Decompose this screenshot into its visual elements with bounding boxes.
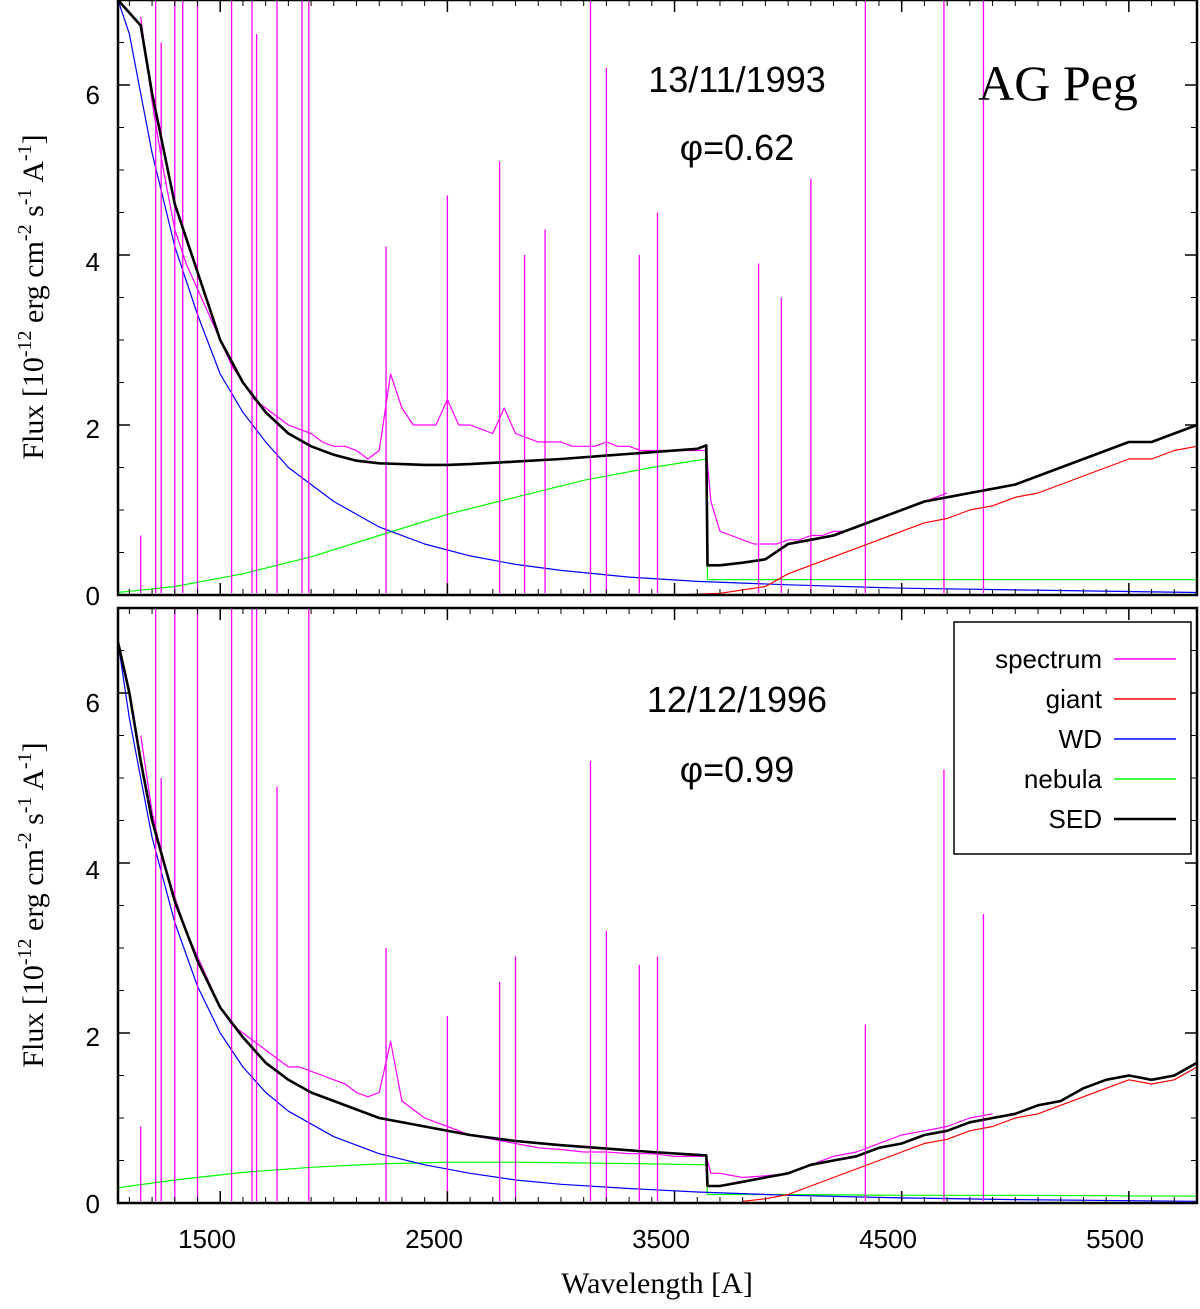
legend-label-nebula: nebula	[1024, 764, 1103, 794]
bottom-series-sed	[116, 641, 1198, 1188]
xtick-label-3500: 3500	[632, 1224, 690, 1254]
bottom-series-group	[116, 608, 1198, 1202]
top-ylabel-exp: -1	[14, 189, 36, 206]
x-axis-title: Wavelength [A]	[561, 1267, 753, 1300]
top-ylabel-part: erg cm	[17, 241, 50, 330]
top-ylabel-part: ]	[17, 134, 50, 144]
bottom-ylabel-exp: -2	[14, 832, 36, 849]
bottom-phase-annotation: φ=0.99	[680, 749, 794, 790]
xtick-label-4500: 4500	[859, 1224, 917, 1254]
legend-label-spectrum: spectrum	[995, 644, 1102, 674]
bottom-ylabel-exp: -1	[14, 752, 36, 769]
legend-label-wd: WD	[1059, 724, 1102, 754]
bottom-ytick-label-6: 6	[86, 688, 100, 718]
bottom-ylabel-part: A	[17, 769, 50, 797]
legend: spectrum giant WD nebula SED	[953, 621, 1192, 855]
panel-bottom: 6 4 2 0 1500 2500 3500 4500 5500 Wavelen…	[14, 606, 1199, 1300]
bottom-series-giant	[742, 1066, 1198, 1202]
bottom-ylabel: Flux [10-12 erg cm-2 s-1 A-1]	[14, 742, 50, 1067]
bottom-ylabel-part: s	[17, 813, 50, 832]
bottom-date-annotation: 12/12/1996	[647, 679, 827, 720]
top-phase-annotation: φ=0.62	[680, 127, 794, 168]
panel-top: 6 4 2 0 13/11/1993 φ=0.62 AG Peg Flux [1…	[14, 0, 1199, 611]
top-date-annotation: 13/11/1993	[648, 59, 826, 100]
xtick-label-2500: 2500	[405, 1224, 463, 1254]
bottom-ylabel-exp: -1	[14, 797, 36, 814]
top-ylabel-part: Flux [10	[17, 357, 50, 460]
top-plot-frame	[116, 0, 1199, 597]
top-ytick-label-6: 6	[86, 80, 100, 110]
bottom-series-nebula	[117, 1161, 1198, 1197]
top-series-wd	[117, 0, 1198, 594]
top-series-group	[117, 0, 1198, 596]
top-ytick-label-4: 4	[86, 247, 100, 277]
legend-label-giant: giant	[1046, 684, 1103, 714]
bottom-ytick-label-2: 2	[86, 1022, 100, 1052]
bottom-ylabel-part: ]	[17, 742, 50, 752]
top-ylabel-exp: -12	[14, 330, 36, 357]
legend-label-sed: SED	[1049, 804, 1102, 834]
bottom-series-wd	[117, 641, 1198, 1202]
top-ylabel: Flux [10-12 erg cm-2 s-1 A-1]	[14, 134, 50, 459]
top-ylabel-exp: -1	[14, 144, 36, 161]
top-ylabel-part: A	[17, 161, 50, 189]
star-name-label: AG Peg	[978, 55, 1138, 111]
top-ytick-label-0: 0	[86, 581, 100, 611]
top-ylabel-part: s	[17, 205, 50, 224]
top-series-sed	[117, 0, 1198, 567]
legend-box	[953, 621, 1192, 855]
top-series-nebula	[117, 458, 1197, 594]
top-series-giant	[674, 445, 1198, 596]
bottom-ytick-label-4: 4	[86, 855, 100, 885]
legend-swatches	[1114, 658, 1176, 821]
bottom-ylabel-exp: -12	[14, 938, 36, 965]
bottom-plot-frame	[116, 606, 1199, 1205]
bottom-ytick-label-0: 0	[86, 1189, 100, 1219]
xtick-label-5500: 5500	[1086, 1224, 1144, 1254]
top-ytick-label-2: 2	[86, 414, 100, 444]
bottom-ylabel-part: Flux [10	[17, 965, 50, 1068]
bottom-ylabel-part: erg cm	[17, 849, 50, 938]
top-ylabel-exp: -2	[14, 224, 36, 241]
xtick-label-1500: 1500	[178, 1224, 236, 1254]
